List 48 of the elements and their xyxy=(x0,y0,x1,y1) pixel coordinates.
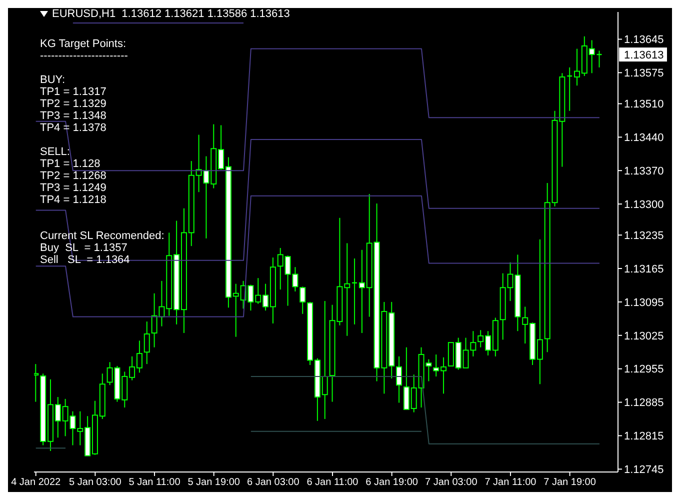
y-tick-label: 1.13440 xyxy=(624,132,664,144)
annotation: BUY: xyxy=(40,74,66,86)
annotation: TP4 = 1.1218 xyxy=(40,194,108,206)
annotation: TP1 = 1.1317 xyxy=(40,86,108,98)
chart-title: EURUSD,H1 1.13612 1.13621 1.13586 1.13613 xyxy=(52,8,290,20)
annotation: ------------------------ xyxy=(40,50,129,62)
annotation: Buy SL = 1.1357 xyxy=(40,242,128,254)
y-tick-label: 1.13510 xyxy=(624,98,664,111)
text: 1.13613 xyxy=(624,50,664,62)
annotation: TP4 = 1.1378 xyxy=(40,122,108,134)
y-tick-label: 1.13370 xyxy=(624,165,664,178)
y-tick-label: 1.13645 xyxy=(624,34,664,46)
x-tick-label: 5 Jan 11:00 xyxy=(128,477,181,488)
x-tick-label: 6 Jan 19:00 xyxy=(366,477,418,488)
candlestick xyxy=(396,356,402,404)
candlestick xyxy=(300,286,306,314)
y-tick-label: 1.12955 xyxy=(624,364,664,376)
line-series xyxy=(35,48,600,172)
y-tick-label: 1.12745 xyxy=(624,464,664,476)
annotation: TP1 = 1.128 xyxy=(40,158,102,170)
x-tick-label: 5 Jan 19:00 xyxy=(188,477,240,488)
y-tick-label: 1.12815 xyxy=(624,430,664,443)
x-tick-label: 7 Jan 11:00 xyxy=(484,477,537,488)
y-tick-label: 1.13575 xyxy=(624,68,664,80)
annotation: TP3 = 1.1249 xyxy=(40,182,108,194)
line-series xyxy=(35,195,600,318)
y-tick-label: 1.13165 xyxy=(624,263,664,276)
annotation: KG Target Points: xyxy=(40,38,128,50)
annotation: TP2 = 1.1329 xyxy=(40,98,108,110)
x-tick-label: 7 Jan 03:00 xyxy=(425,477,478,488)
annotation: TP3 = 1.1348 xyxy=(40,110,108,122)
x-tick-label: 6 Jan 03:00 xyxy=(247,477,300,488)
y-tick-label: 1.13095 xyxy=(624,296,664,309)
annotation: Sell SL = 1.1364 xyxy=(40,254,131,266)
candlestick xyxy=(34,364,39,402)
candlestick xyxy=(351,258,358,325)
y-tick-label: 1.13025 xyxy=(624,330,664,342)
y-tick-label: 1.12885 xyxy=(624,397,664,410)
y-tick-label: 1.13235 xyxy=(624,230,664,242)
annotation: SELL: xyxy=(40,146,71,158)
annotation: TP2 = 1.1268 xyxy=(40,170,108,182)
y-tick-label: 1.13300 xyxy=(624,198,664,211)
candlestick xyxy=(144,321,150,365)
x-tick-label: 5 Jan 03:00 xyxy=(69,477,122,488)
annotation: Current SL Recomended: xyxy=(40,230,164,242)
x-tick-label: 4 Jan 2022 xyxy=(11,477,62,488)
x-tick-label: 6 Jan 11:00 xyxy=(306,477,359,488)
x-tick-label: 7 Jan 19:00 xyxy=(544,477,596,488)
